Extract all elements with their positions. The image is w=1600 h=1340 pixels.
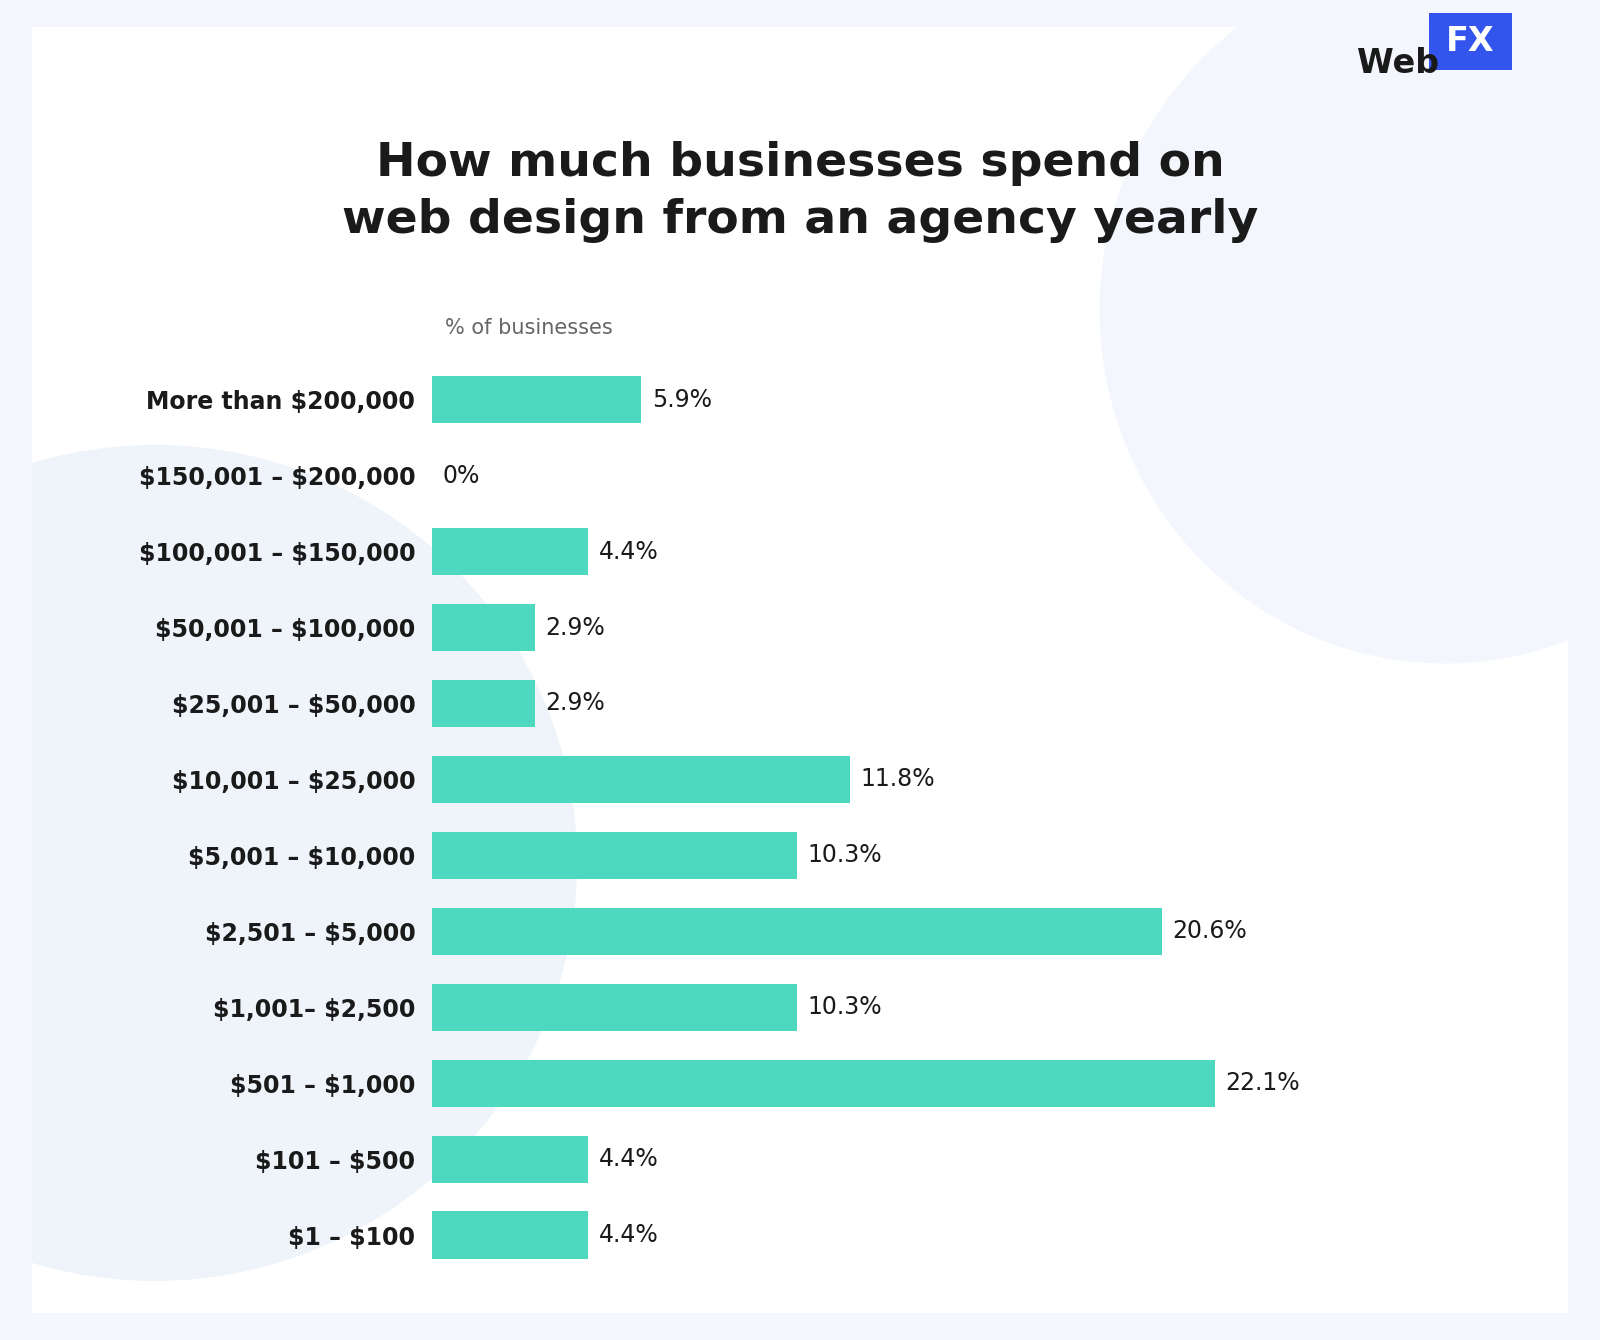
Bar (432, 377, 642, 423)
Text: 11.8%: 11.8% (861, 768, 936, 792)
Bar (432, 1211, 587, 1258)
Bar (432, 907, 1162, 955)
Text: 4.4%: 4.4% (598, 1223, 658, 1248)
Bar (432, 1060, 1214, 1107)
Text: 10.3%: 10.3% (808, 996, 882, 1020)
Text: 0%: 0% (443, 464, 480, 488)
Text: 2.9%: 2.9% (546, 691, 605, 716)
Text: 4.4%: 4.4% (598, 540, 658, 564)
Text: How much businesses spend on
web design from an agency yearly: How much businesses spend on web design … (342, 141, 1258, 243)
Text: Web: Web (1357, 47, 1438, 80)
Bar (432, 756, 850, 803)
Text: % of businesses: % of businesses (445, 318, 613, 338)
Bar (432, 1135, 587, 1183)
Ellipse shape (1099, 0, 1600, 663)
Bar (432, 984, 797, 1030)
Text: 2.9%: 2.9% (546, 615, 605, 639)
Bar (432, 679, 534, 728)
Text: 10.3%: 10.3% (808, 843, 882, 867)
Text: 5.9%: 5.9% (651, 387, 712, 411)
Bar (432, 528, 587, 575)
Text: 22.1%: 22.1% (1226, 1071, 1301, 1095)
Text: FX: FX (1446, 25, 1494, 58)
Text: 20.6%: 20.6% (1173, 919, 1248, 943)
Ellipse shape (0, 445, 578, 1281)
Text: 4.4%: 4.4% (598, 1147, 658, 1171)
Bar (432, 832, 797, 879)
Bar (432, 604, 534, 651)
